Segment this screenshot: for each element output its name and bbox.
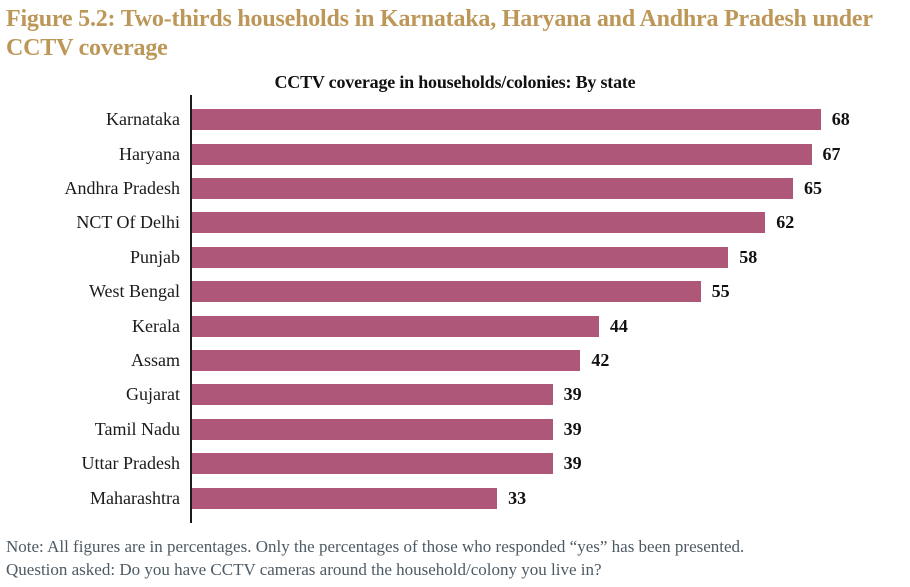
chart-row: Punjab 58: [0, 240, 910, 274]
value-label: 42: [591, 349, 610, 370]
value-label: 55: [711, 281, 730, 302]
chart-row: Maharashtra 33: [0, 481, 910, 515]
bar: [192, 418, 553, 440]
value-label: 33: [508, 487, 527, 508]
category-label: Gujarat: [126, 384, 180, 405]
category-label: West Bengal: [88, 281, 180, 302]
category-label: Kerala: [132, 315, 180, 336]
bar: [192, 212, 766, 234]
bar-track: 39: [192, 384, 904, 406]
chart-row: Kerala 44: [0, 309, 910, 343]
bar: [192, 178, 794, 199]
value-label: 68: [831, 109, 850, 130]
chart-row: Tamil Nadu 39: [0, 412, 910, 446]
chart-notes: Note: All figures are in percentages. On…: [0, 536, 910, 581]
category-label: Maharashtra: [90, 487, 180, 508]
bar: [192, 453, 553, 475]
chart-title: CCTV coverage in households/colonies: By…: [274, 71, 636, 92]
chart-row: Haryana 67: [0, 137, 910, 171]
category-label: Tamil Nadu: [94, 418, 180, 439]
bar-track: 44: [192, 315, 904, 337]
value-label: 39: [563, 384, 582, 405]
category-label: Karnataka: [106, 109, 180, 130]
value-label: 44: [609, 315, 628, 336]
bar-track: 68: [192, 109, 904, 131]
y-axis-line: [190, 94, 192, 524]
bar-track: 33: [192, 487, 904, 509]
bar: [192, 143, 812, 165]
bar-track: 65: [192, 178, 904, 199]
category-label: Punjab: [129, 246, 180, 267]
bar-track: 55: [192, 281, 904, 303]
bar-track: 62: [192, 212, 904, 234]
value-label: 39: [563, 418, 582, 439]
bar: [192, 384, 553, 406]
category-label: NCT Of Delhi: [76, 212, 180, 233]
bar: [192, 281, 701, 303]
bar-track: 42: [192, 349, 904, 371]
value-label: 62: [776, 212, 795, 233]
chart-row: Karnataka 68: [0, 103, 910, 137]
bar: [192, 349, 581, 371]
bar: [192, 315, 599, 337]
bar-track: 39: [192, 453, 904, 475]
chart-rows: Karnataka 68 Haryana 67 Andhra Pradesh 65 NCT …: [0, 95, 910, 524]
question-line: Question asked: Do you have CCTV cameras…: [6, 559, 602, 579]
bar: [192, 487, 498, 509]
bar-chart: Karnataka 68 Haryana 67 Andhra Pradesh 65 NCT …: [0, 94, 910, 524]
category-label: Assam: [131, 349, 180, 370]
value-label: 58: [739, 246, 758, 267]
category-label: Andhra Pradesh: [64, 178, 180, 198]
chart-row: Gujarat 39: [0, 378, 910, 412]
value-label: 65: [804, 178, 823, 198]
note-line: Note: All figures are in percentages. On…: [6, 537, 745, 557]
value-label: 39: [563, 453, 582, 474]
chart-row: Assam 42: [0, 343, 910, 377]
bar-track: 58: [192, 246, 904, 268]
bar: [192, 109, 821, 131]
chart-row: Uttar Pradesh 39: [0, 446, 910, 480]
category-label: Haryana: [119, 143, 180, 164]
category-label: Uttar Pradesh: [81, 453, 180, 474]
chart-row: Andhra Pradesh 65: [0, 171, 910, 205]
figure-title: Figure 5.2: Two-thirds households in Kar…: [6, 6, 873, 62]
bar: [192, 246, 729, 268]
bar-track: 67: [192, 143, 904, 165]
chart-row: NCT Of Delhi 62: [0, 206, 910, 240]
value-label: 67: [822, 143, 841, 164]
chart-row: West Bengal 55: [0, 274, 910, 308]
bar-track: 39: [192, 418, 904, 440]
